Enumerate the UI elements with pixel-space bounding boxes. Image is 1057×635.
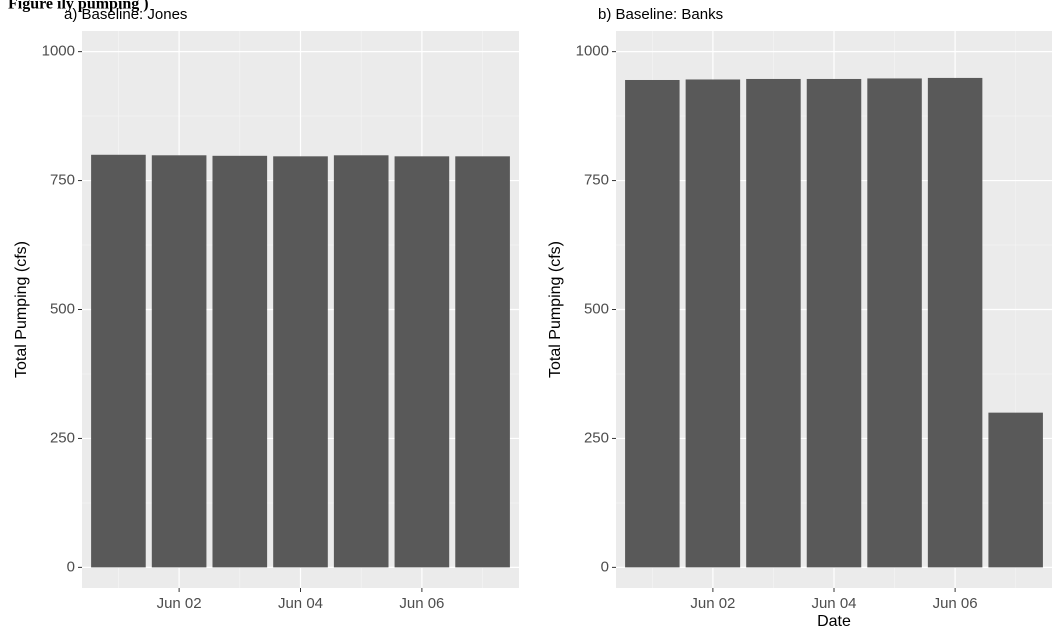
x-tick-label: Jun 06 <box>933 595 978 612</box>
y-tick-label: 750 <box>50 172 75 189</box>
bar <box>91 154 146 568</box>
y-tick-label: 500 <box>584 300 609 317</box>
panel-title: b) Baseline: Banks <box>598 6 723 23</box>
bar <box>151 155 207 568</box>
y-tick-label: 500 <box>50 300 75 317</box>
x-tick-label: Jun 06 <box>399 595 444 612</box>
bar <box>806 78 862 568</box>
y-tick-label: 0 <box>67 558 75 575</box>
bar <box>333 155 389 568</box>
x-tick-label: Jun 02 <box>157 595 202 612</box>
bar <box>273 156 328 568</box>
x-tick-label: Jun 04 <box>811 595 856 612</box>
y-axis-title: Total Pumping (cfs) <box>547 241 564 378</box>
chart-panel: 0 250 500 750 1000 Jun 02 Jun 04 Jun 06 a) Basel… <box>13 6 519 612</box>
bar <box>988 412 1043 568</box>
chart-panel: 0 250 500 750 1000 Jun 02 Jun 04 Jun 06 b) Basel… <box>547 6 1052 630</box>
bar <box>685 79 741 568</box>
y-tick-label: 1000 <box>42 43 75 60</box>
bar <box>746 78 801 568</box>
figure-header: Figure ily pumping ) <box>8 0 149 13</box>
y-tick-label: 1000 <box>576 43 609 60</box>
x-axis-title: Date <box>817 613 851 630</box>
y-tick-label: 0 <box>601 558 609 575</box>
y-tick-label: 250 <box>50 429 75 446</box>
bar <box>394 156 450 568</box>
panel-title: a) Baseline: Jones <box>64 6 187 23</box>
y-tick-label: 750 <box>584 172 609 189</box>
x-tick-label: Jun 04 <box>278 595 323 612</box>
x-tick-label: Jun 02 <box>690 595 735 612</box>
bar <box>455 156 510 568</box>
y-axis-title: Total Pumping (cfs) <box>13 241 30 378</box>
bar <box>867 78 922 568</box>
bar <box>625 79 680 568</box>
y-tick-label: 250 <box>584 429 609 446</box>
bar <box>927 77 983 568</box>
bar <box>212 155 268 568</box>
